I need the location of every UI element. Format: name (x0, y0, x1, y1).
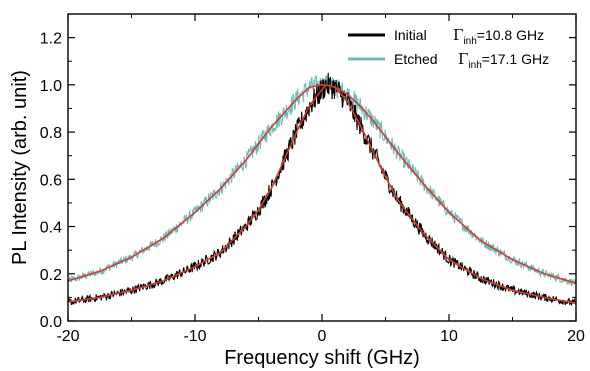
series-line-etched (68, 75, 576, 287)
y-tick-label: 1.0 (40, 78, 62, 95)
fit-line-initial (68, 84, 576, 305)
gamma-subscript: inh (463, 36, 476, 47)
fit-line-etched (68, 84, 576, 284)
gamma-symbol: Γ (458, 50, 468, 68)
y-tick-label: 0.2 (40, 267, 62, 284)
gamma-subscript: inh (468, 60, 481, 71)
gamma-symbol: Γ (453, 26, 463, 44)
y-axis-label: PL Intensity (arb. unit) (9, 70, 31, 265)
legend-label-etched: Etched (394, 51, 438, 67)
y-tick-label: 0.6 (40, 172, 62, 189)
y-tick-label: 0.8 (40, 125, 62, 142)
axis-ticks: -20 -10 0 10 20 0.0 0.2 0.4 0.6 0.8 1.0 1.2 (40, 13, 585, 345)
x-tick-label: 20 (567, 328, 585, 345)
legend-label-initial: Initial (394, 27, 427, 43)
fwhm-value-initial: =10.8 GHz (477, 27, 544, 43)
series-line-initial (68, 72, 576, 307)
x-tick-label: 0 (318, 328, 327, 345)
plot-area (68, 72, 576, 307)
legend-gamma-etched: Γinh=17.1 GHz (458, 50, 549, 71)
x-tick-label: -10 (183, 328, 206, 345)
fwhm-value-etched: =17.1 GHz (482, 51, 549, 67)
legend: Initial Γinh=10.8 GHz Etched Γinh=17.1 G… (348, 26, 549, 71)
x-tick-label: -20 (56, 328, 79, 345)
x-axis-label: Frequency shift (GHz) (224, 347, 420, 369)
y-tick-label: 0.0 (40, 314, 62, 331)
legend-gamma-initial: Γinh=10.8 GHz (453, 26, 544, 47)
x-tick-label: 10 (440, 328, 458, 345)
y-tick-label: 1.2 (40, 31, 62, 48)
y-tick-label: 0.4 (40, 220, 62, 237)
